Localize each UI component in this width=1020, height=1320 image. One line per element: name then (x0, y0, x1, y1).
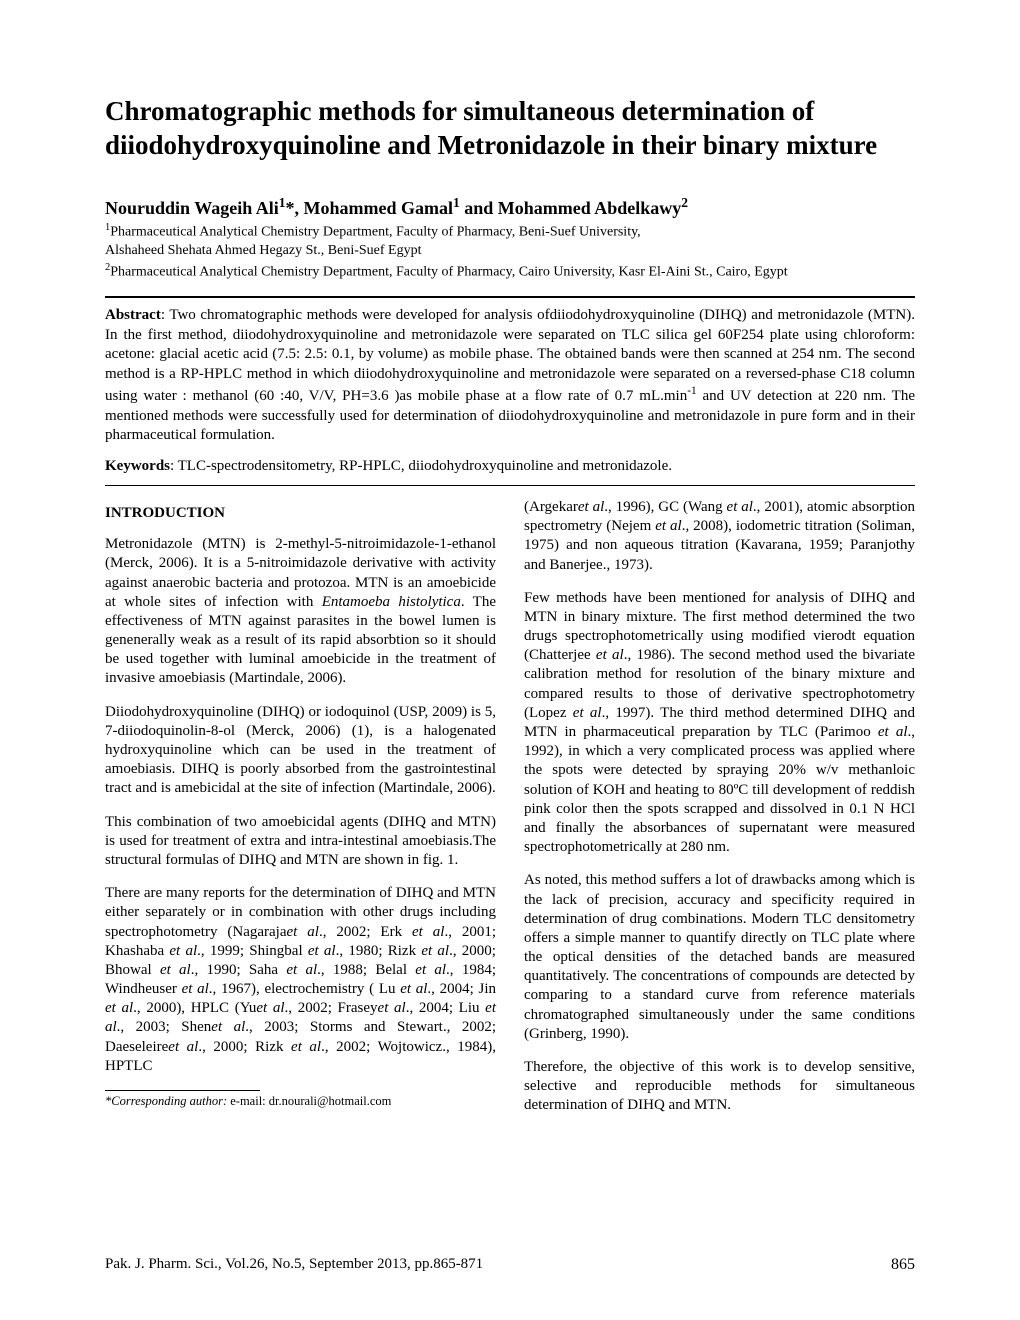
keywords-text: : TLC-spectrodensitometry, RP-HPLC, diio… (170, 458, 672, 474)
section-heading-introduction: INTRODUCTION (105, 504, 496, 523)
corresponding-text: e-mail: dr.nourali@hotmail.com (227, 1094, 391, 1108)
corresponding-author: *Corresponding author: e-mail: dr.noural… (105, 1093, 496, 1109)
page-footer: Pak. J. Pharm. Sci., Vol.26, No.5, Septe… (105, 1256, 915, 1274)
footer-page-number: 865 (891, 1256, 915, 1274)
body-columns: INTRODUCTION Metronidazole (MTN) is 2-me… (105, 498, 915, 1126)
paragraph: Therefore, the objective of this work is… (524, 1058, 915, 1116)
article-title: Chromatographic methods for simultaneous… (105, 95, 915, 163)
affiliation-1b: Alshaheed Shehata Ahmed Hegazy St., Beni… (105, 242, 915, 261)
corresponding-rule (105, 1090, 260, 1091)
paragraph: As noted, this method suffers a lot of d… (524, 871, 915, 1044)
paragraph: (Argekaret al., 1996), GC (Wang et al., … (524, 498, 915, 575)
rule-bottom (105, 485, 915, 486)
paragraph: There are many reports for the determina… (105, 884, 496, 1076)
abstract-text: : Two chromatographic methods were devel… (105, 307, 915, 443)
paragraph: This combination of two amoebicidal agen… (105, 813, 496, 871)
paragraph: Few methods have been mentioned for anal… (524, 589, 915, 858)
authors-line: Nouruddin Wageih Ali1*, Mohammed Gamal1 … (105, 195, 915, 219)
rule-top (105, 296, 915, 298)
keywords-block: Keywords: TLC-spectrodensitometry, RP-HP… (105, 458, 915, 475)
corresponding-label: *Corresponding author: (105, 1094, 227, 1108)
paragraph: Metronidazole (MTN) is 2-methyl-5-nitroi… (105, 535, 496, 689)
affiliation-1: 1Pharmaceutical Analytical Chemistry Dep… (105, 221, 915, 243)
affiliation-2: 2Pharmaceutical Analytical Chemistry Dep… (105, 261, 915, 283)
paragraph: Diiodohydroxyquinoline (DIHQ) or iodoqui… (105, 703, 496, 799)
abstract-label: Abstract (105, 307, 161, 323)
footer-journal-info: Pak. J. Pharm. Sci., Vol.26, No.5, Septe… (105, 1256, 483, 1274)
keywords-label: Keywords (105, 458, 170, 474)
abstract-block: Abstract: Two chromatographic methods we… (105, 306, 915, 446)
